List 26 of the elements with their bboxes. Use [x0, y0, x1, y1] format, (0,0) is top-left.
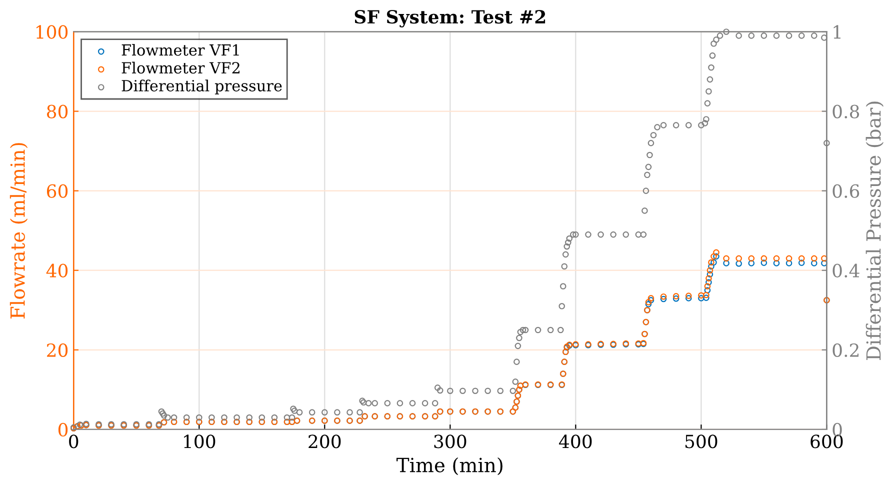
y2-tick-label: 1 [834, 25, 840, 39]
x-tick-label: 600 [810, 434, 843, 448]
legend-label: Differential pressure [122, 80, 282, 94]
y2-tick-label: 0 [832, 422, 842, 437]
y-tick-label: 100 [36, 25, 68, 39]
y-tick-label: 60 [46, 184, 68, 198]
y2-axis-title: Differential Pressure (bar) [866, 102, 884, 360]
y-tick-label: 40 [46, 264, 68, 278]
chart-title: SF System: Test #2 [354, 10, 546, 28]
x-tick-label: 500 [685, 434, 718, 448]
x-tick-label: 200 [308, 434, 341, 448]
y2-tick-label: 0.8 [832, 104, 860, 118]
y2-tick-label: 0.4 [832, 264, 860, 278]
y2-tick-label: 0.2 [832, 343, 858, 358]
y-tick-label: 0 [58, 422, 68, 437]
x-tick-label: 300 [434, 434, 466, 448]
y2-tick-label: 0.6 [832, 184, 860, 198]
y-tick-label: 80 [46, 104, 68, 118]
x-tick-label: 400 [558, 434, 592, 448]
y-tick-label: 20 [47, 343, 68, 358]
x-axis-title: Time (min) [396, 457, 502, 476]
x-tick-label: 100 [184, 434, 216, 448]
legend-label: Flowmeter VF2 [122, 62, 240, 74]
x-tick-label: 0 [69, 434, 78, 448]
legend-label: Flowmeter VF1 [122, 44, 239, 56]
y-axis-title: Flowrate (ml/min) [10, 143, 28, 319]
